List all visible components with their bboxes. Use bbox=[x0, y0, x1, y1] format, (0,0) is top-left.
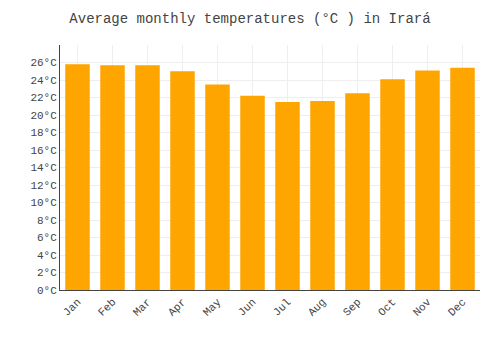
svg-text:Nov: Nov bbox=[411, 296, 434, 319]
svg-text:18°C: 18°C bbox=[30, 127, 57, 139]
svg-text:Feb: Feb bbox=[96, 296, 118, 318]
svg-text:12°C: 12°C bbox=[30, 180, 57, 192]
svg-text:24°C: 24°C bbox=[30, 75, 57, 87]
svg-text:Aug: Aug bbox=[306, 296, 328, 318]
svg-text:Average monthly temperatures (: Average monthly temperatures (°C ) in Ir… bbox=[69, 11, 430, 27]
svg-text:Oct: Oct bbox=[376, 296, 398, 318]
svg-text:4°C: 4°C bbox=[37, 250, 57, 262]
svg-text:6°C: 6°C bbox=[37, 232, 57, 244]
svg-text:Apr: Apr bbox=[166, 296, 188, 318]
svg-text:2°C: 2°C bbox=[37, 267, 57, 279]
svg-text:22°C: 22°C bbox=[30, 92, 57, 104]
svg-text:Dec: Dec bbox=[446, 296, 468, 318]
svg-text:16°C: 16°C bbox=[30, 145, 57, 157]
svg-text:8°C: 8°C bbox=[37, 215, 57, 227]
svg-text:26°C: 26°C bbox=[30, 57, 57, 69]
svg-text:Jan: Jan bbox=[61, 296, 83, 318]
svg-text:20°C: 20°C bbox=[30, 110, 57, 122]
svg-text:14°C: 14°C bbox=[30, 162, 57, 174]
svg-text:Jun: Jun bbox=[236, 296, 258, 318]
svg-text:10°C: 10°C bbox=[30, 197, 57, 209]
svg-text:0°C: 0°C bbox=[37, 285, 57, 297]
svg-text:Sep: Sep bbox=[341, 296, 363, 318]
svg-text:May: May bbox=[201, 296, 224, 319]
svg-text:Mar: Mar bbox=[131, 296, 153, 318]
svg-text:Jul: Jul bbox=[271, 296, 293, 318]
